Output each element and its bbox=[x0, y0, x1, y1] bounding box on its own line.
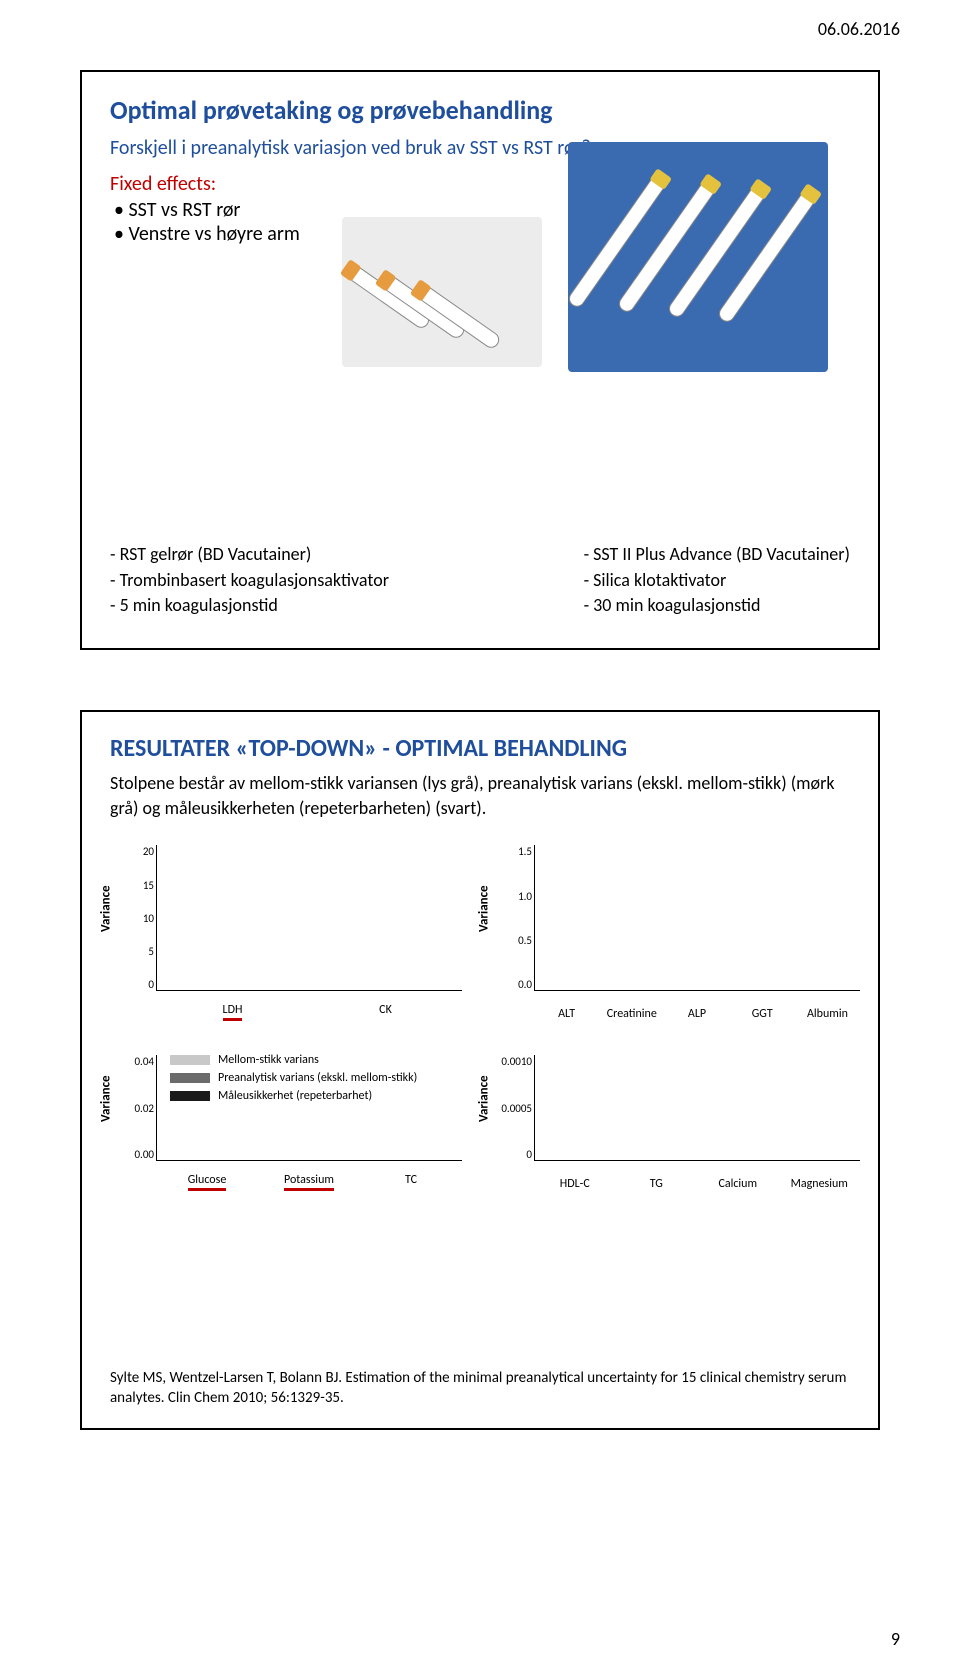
y-axis-label: Variance bbox=[477, 1076, 492, 1123]
chart-panel-1: Variance0.00.51.01.5ALTCreatinineALPGGTA… bbox=[488, 837, 868, 1027]
y-ticks: 0.000.020.04 bbox=[120, 1055, 154, 1161]
slide2-title: RESULTATER «TOP-DOWN» - OPTIMAL BEHANDLI… bbox=[110, 734, 850, 763]
y-ticks: 00.00050.0010 bbox=[498, 1055, 532, 1161]
y-axis-label: Variance bbox=[477, 886, 492, 933]
plot-area bbox=[534, 1055, 860, 1161]
y-axis-label: Variance bbox=[99, 1076, 114, 1123]
slide1-title: Optimal prøvetaking og prøvebehandling bbox=[110, 94, 850, 126]
sst-line-1: - SST II Plus Advance (BD Vacutainer) bbox=[584, 542, 850, 567]
rst-line-2: - Trombinbasert koagulasjonsaktivator bbox=[110, 568, 389, 593]
plot-area bbox=[156, 1055, 462, 1161]
slide-1: Optimal prøvetaking og prøvebehandling F… bbox=[80, 70, 880, 650]
x-labels: LDHCK bbox=[156, 1003, 462, 1021]
plot-area bbox=[534, 845, 860, 991]
citation: Sylte MS, Wentzel-Larsen T, Bolann BJ. E… bbox=[110, 1368, 850, 1409]
sst-line-3: - 30 min koagulasjonstid bbox=[584, 593, 850, 618]
rst-line-1: - RST gelrør (BD Vacutainer) bbox=[110, 542, 389, 567]
x-labels: HDL-CTGCalciumMagnesium bbox=[534, 1177, 860, 1191]
rst-column: - RST gelrør (BD Vacutainer) - Trombinba… bbox=[110, 542, 389, 618]
rst-tubes-image bbox=[342, 217, 542, 367]
y-axis-label: Variance bbox=[99, 886, 114, 933]
page-number: 9 bbox=[891, 1628, 900, 1650]
chart-panel-2: Variance0.000.020.04GlucosePotassiumTC bbox=[110, 1047, 470, 1197]
header-date: 06.06.2016 bbox=[818, 18, 900, 40]
slide-2: RESULTATER «TOP-DOWN» - OPTIMAL BEHANDLI… bbox=[80, 710, 880, 1430]
y-ticks: 0.00.51.01.5 bbox=[498, 845, 532, 991]
chart-grid: Variance05101520LDHCKMellom-stikk varian… bbox=[110, 837, 850, 1197]
sst-tubes-image bbox=[568, 142, 828, 372]
chart-panel-0: Variance05101520LDHCKMellom-stikk varian… bbox=[110, 837, 470, 1027]
rst-line-3: - 5 min koagulasjonstid bbox=[110, 593, 389, 618]
x-labels: ALTCreatinineALPGGTAlbumin bbox=[534, 1007, 860, 1021]
x-labels: GlucosePotassiumTC bbox=[156, 1173, 462, 1191]
slide1-lower-columns: - RST gelrør (BD Vacutainer) - Trombinba… bbox=[110, 542, 850, 618]
page: 06.06.2016 9 Optimal prøvetaking og prøv… bbox=[0, 0, 960, 1680]
y-ticks: 05101520 bbox=[120, 845, 154, 991]
plot-area bbox=[156, 845, 462, 991]
sst-line-2: - Silica klotaktivator bbox=[584, 568, 850, 593]
chart-panel-3: Variance00.00050.0010HDL-CTGCalciumMagne… bbox=[488, 1047, 868, 1197]
slide2-description: Stolpene består av mellom-stikk varianse… bbox=[110, 771, 850, 821]
sst-column: - SST II Plus Advance (BD Vacutainer) - … bbox=[584, 542, 850, 618]
